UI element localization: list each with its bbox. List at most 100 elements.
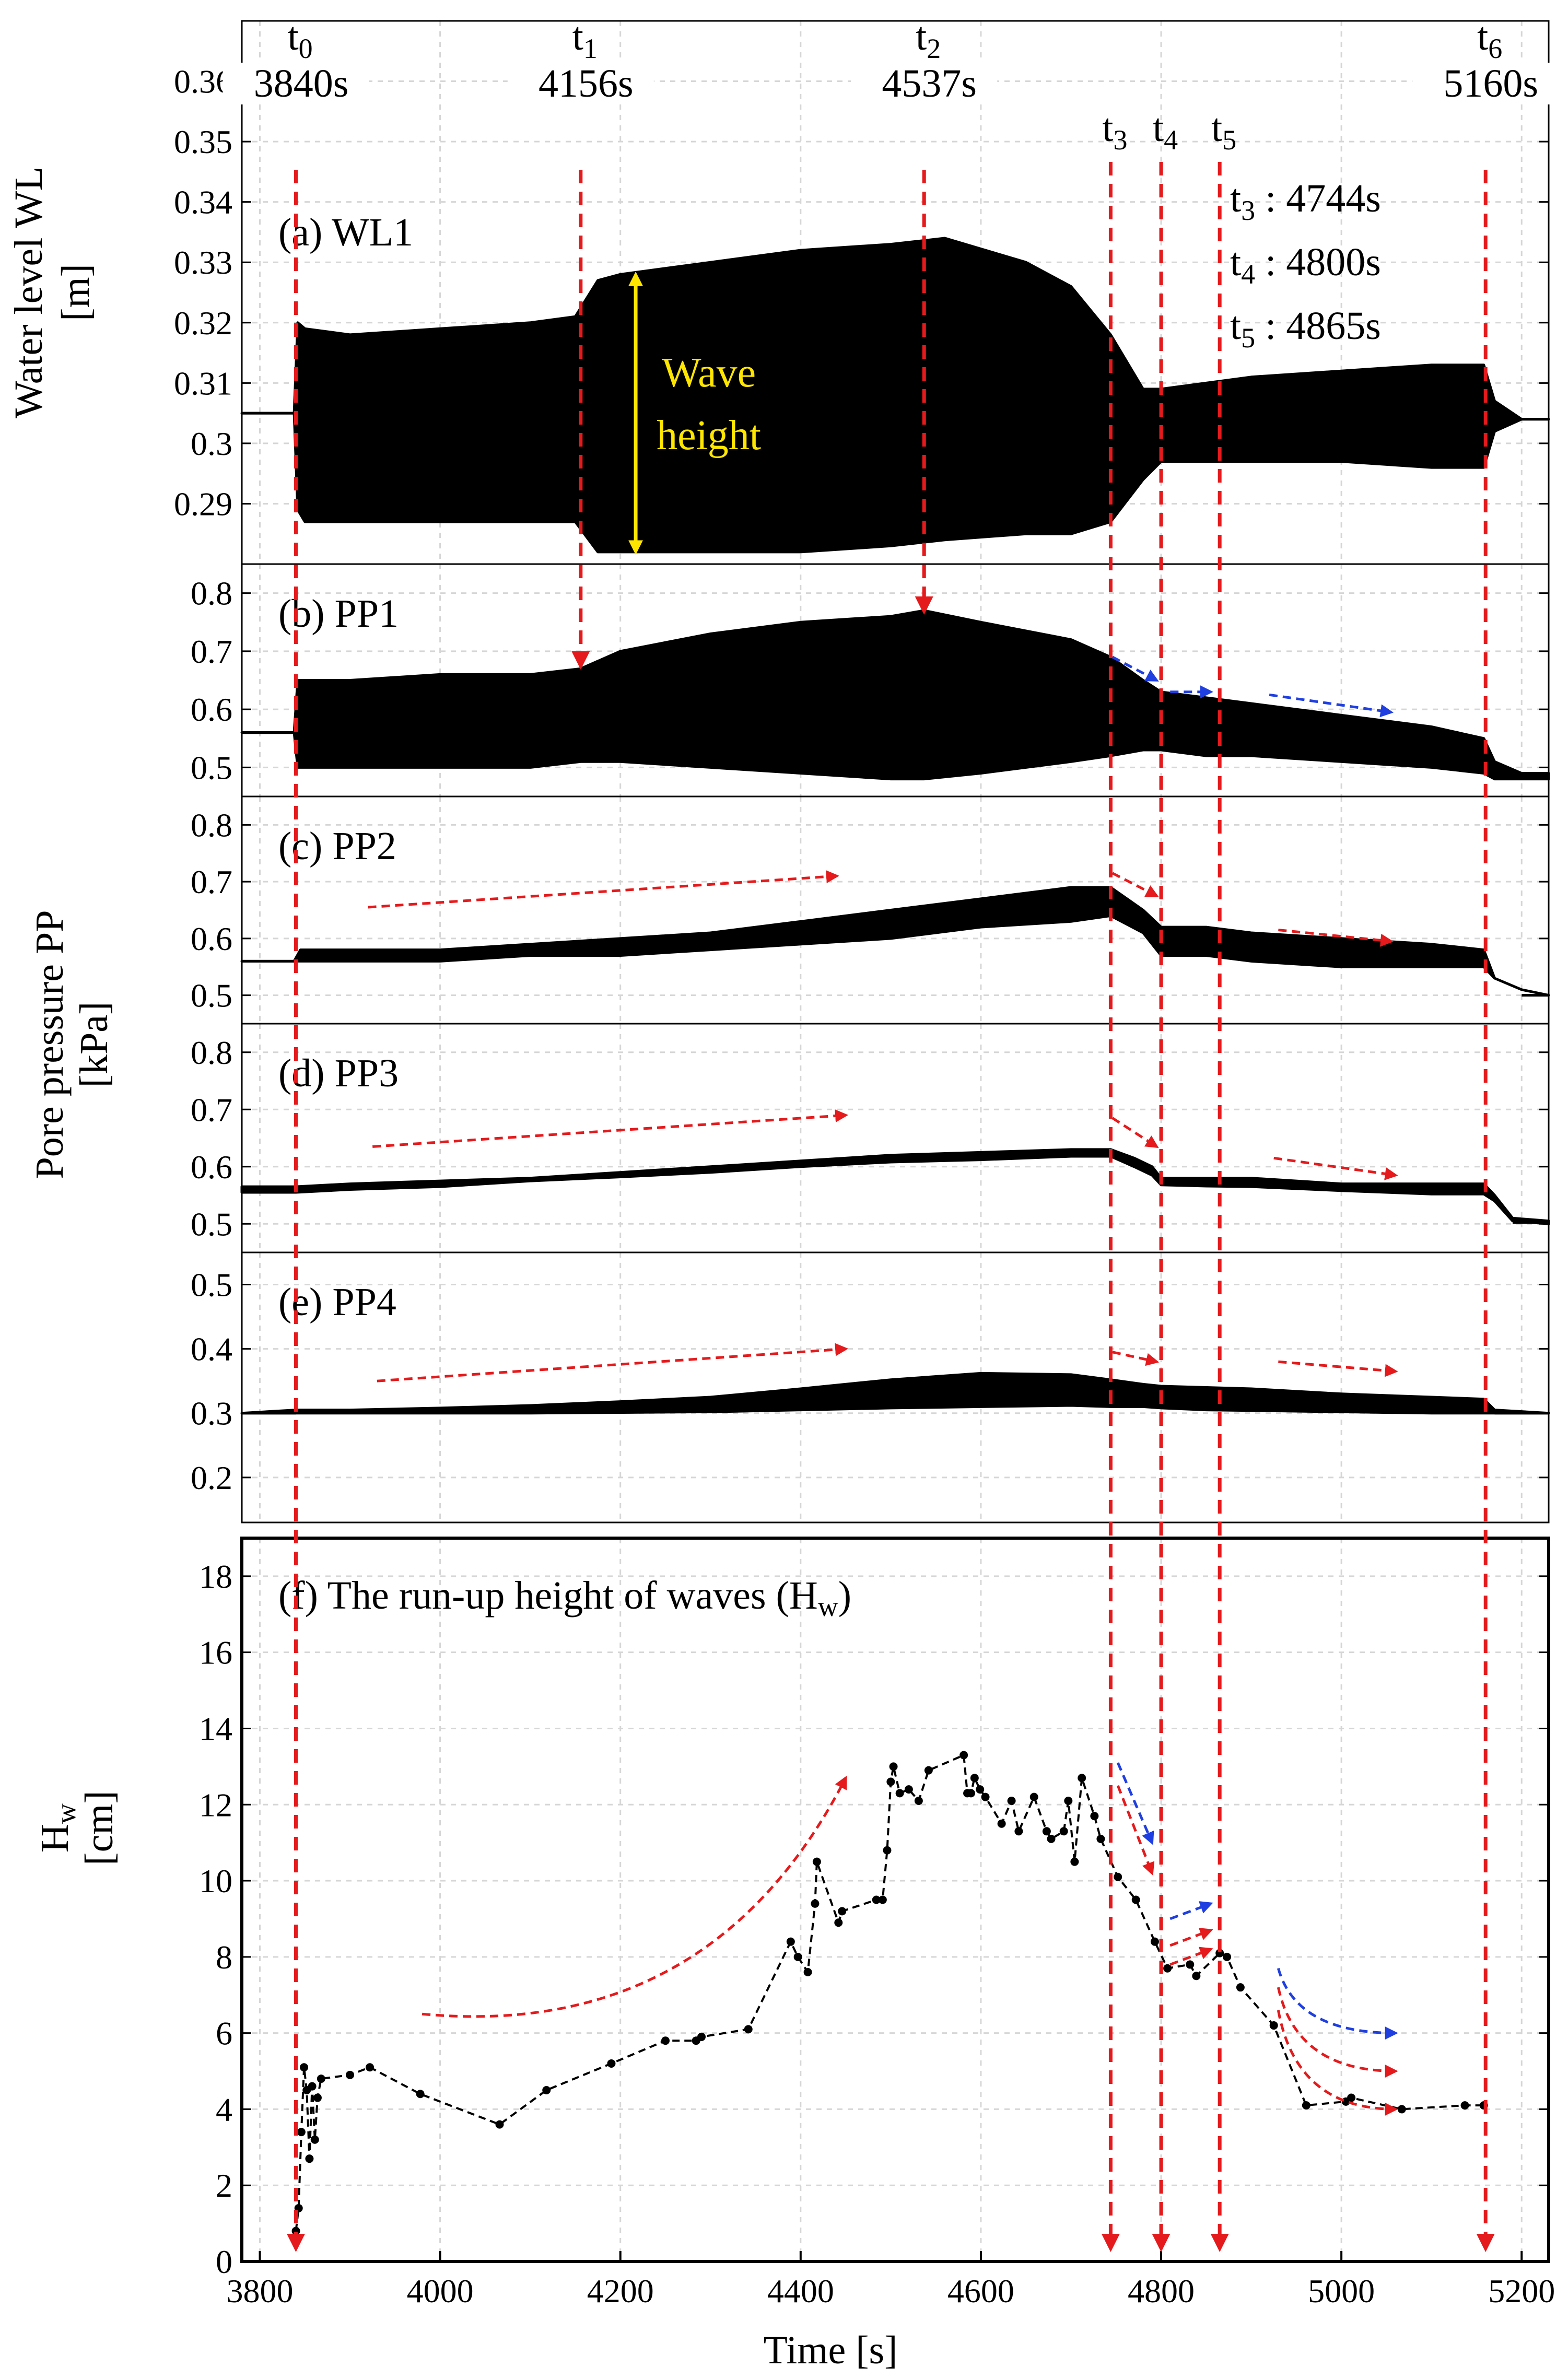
time-label-bg <box>223 63 369 104</box>
run-up-point <box>997 1819 1006 1828</box>
run-up-point <box>966 1789 975 1798</box>
run-up-point <box>793 1952 802 1961</box>
panel-title-end: ) <box>838 1574 851 1618</box>
panel-f: 0 2 4 6 8 10 12 14 16 18 (f) The run-up height of … <box>199 1537 1550 2280</box>
hw-axis-label: Hw <box>33 1803 81 1853</box>
x-axis-label: Time [s] <box>764 2328 898 2372</box>
trend-arrow-b <box>1269 693 1394 718</box>
run-up-point <box>1064 1796 1073 1805</box>
y-tick-label: 6 <box>216 2015 232 2052</box>
trend-arrow-e <box>1112 1351 1160 1366</box>
run-up-point <box>542 2085 551 2094</box>
trend-arrow-c <box>1278 929 1394 947</box>
marker-note-t4: t4 : 4800s <box>1230 240 1381 290</box>
signal-envelope-b <box>240 609 1550 781</box>
y-tick-label: 14 <box>199 1710 232 1747</box>
time-marker-label-t2: t2 <box>916 15 941 64</box>
run-up-point <box>976 1785 985 1794</box>
run-up-point <box>1047 1834 1056 1843</box>
run-up-point <box>803 1968 812 1976</box>
panel-b: 0.5 0.6 0.7 0.8 (b) PP1 <box>191 563 1550 798</box>
run-up-point <box>1150 1937 1159 1946</box>
run-up-point <box>883 1846 892 1855</box>
trend-arrow-d <box>1111 1117 1159 1149</box>
note-value: : 4865s <box>1255 304 1381 348</box>
run-up-point <box>297 2128 306 2137</box>
y-tick-label: 8 <box>216 1939 232 1976</box>
panel-title-text: (d) PP3 <box>278 1051 399 1095</box>
run-up-point <box>1070 1857 1079 1866</box>
panel-title-a: (a) WL1 <box>278 210 413 254</box>
x-tick-label: 5200 <box>1488 2272 1555 2310</box>
panel-title-e: (e) PP4 <box>278 1280 396 1324</box>
hw-axis-label-main: H <box>33 1824 77 1853</box>
hw-axis-unit: [cm] <box>77 1790 121 1865</box>
run-up-point <box>495 2120 504 2129</box>
panel-frame-f <box>240 1537 1550 2263</box>
run-up-point <box>1131 1895 1140 1904</box>
signal-envelope-a <box>240 237 1550 554</box>
marker-name: t <box>1477 15 1488 58</box>
trend-arrow-f <box>1116 1762 1154 1845</box>
y-tick-label: 0.5 <box>191 977 232 1014</box>
y-tick-label: 2 <box>216 2167 232 2204</box>
run-up-point <box>1192 1972 1201 1980</box>
run-up-point <box>878 1895 887 1904</box>
panel-c: 0.5 0.6 0.7 0.8 (c) PP2 <box>191 795 1550 1025</box>
y-tick-label: 0.2 <box>191 1459 232 1496</box>
marker-note-t3: t3 : 4744s <box>1230 177 1381 226</box>
trend-arrow-c <box>1111 872 1159 897</box>
run-up-point <box>744 2025 753 2034</box>
run-up-point <box>1186 1960 1195 1969</box>
x-tick-label: 4800 <box>1128 2272 1195 2310</box>
run-up-point <box>416 2090 425 2099</box>
run-up-point <box>346 2070 355 2079</box>
time-marker-value-t1: 4156s <box>539 62 634 106</box>
y-tick-label: 18 <box>199 1558 232 1595</box>
y-tick-label: 0.7 <box>191 633 232 670</box>
run-up-point <box>607 2059 616 2068</box>
time-marker-value-t6: 5160s <box>1443 62 1538 106</box>
run-up-point <box>970 1774 979 1783</box>
panel-title-text: (c) PP2 <box>278 824 396 868</box>
panel-title-text: (b) PP1 <box>278 592 399 636</box>
time-marker-value-t0: 3840s <box>254 62 349 106</box>
y-tick-label: 0.6 <box>191 691 232 728</box>
run-up-point <box>1042 1827 1051 1836</box>
wl-axis-unit: [m] <box>54 264 98 321</box>
panel-title-c: (c) PP2 <box>278 824 396 868</box>
panel-title-f: (f) The run-up height of waves (Hw) <box>278 1574 851 1622</box>
run-up-point <box>959 1751 968 1760</box>
run-up-point <box>310 2135 319 2144</box>
wave-height-label: height <box>657 413 761 459</box>
time-label-bg <box>1412 63 1559 104</box>
marker-note-t5: t5 : 4865s <box>1230 304 1381 354</box>
wave-height-annotation: Wave height <box>628 271 761 555</box>
y-tick-label: 0.7 <box>191 1091 232 1128</box>
run-up-point <box>300 2063 309 2072</box>
marker-sub: 0 <box>299 33 313 64</box>
marker-name: t <box>1102 106 1113 150</box>
y-tick-label: 0.36 <box>174 63 232 100</box>
run-up-point <box>1236 1983 1245 1992</box>
run-up-point <box>1096 1834 1105 1843</box>
trend-curve-f <box>1277 2010 1398 2116</box>
y-tick-label: 10 <box>199 1862 232 1900</box>
note-name: t <box>1230 304 1241 348</box>
run-up-point <box>1460 2101 1469 2110</box>
run-up-point <box>895 1789 904 1798</box>
note-name: t <box>1230 240 1241 284</box>
signal-envelope-d <box>240 1148 1550 1225</box>
y-tick-label: 0.6 <box>191 920 232 957</box>
panels: 0.290.30.310.320.330.340.350.36(a) WL10.… <box>174 20 1555 2310</box>
trend-arrow-e <box>377 1343 849 1382</box>
marker-name: t <box>287 15 298 58</box>
note-value: : 4744s <box>1255 177 1381 220</box>
pp-axis-label: Pore pressure PP <box>28 910 72 1179</box>
run-up-point <box>1269 2021 1278 2030</box>
note-value: : 4800s <box>1255 240 1381 284</box>
signal-envelope-e <box>240 1372 1550 1415</box>
y-tick-label: 0.33 <box>174 244 232 281</box>
